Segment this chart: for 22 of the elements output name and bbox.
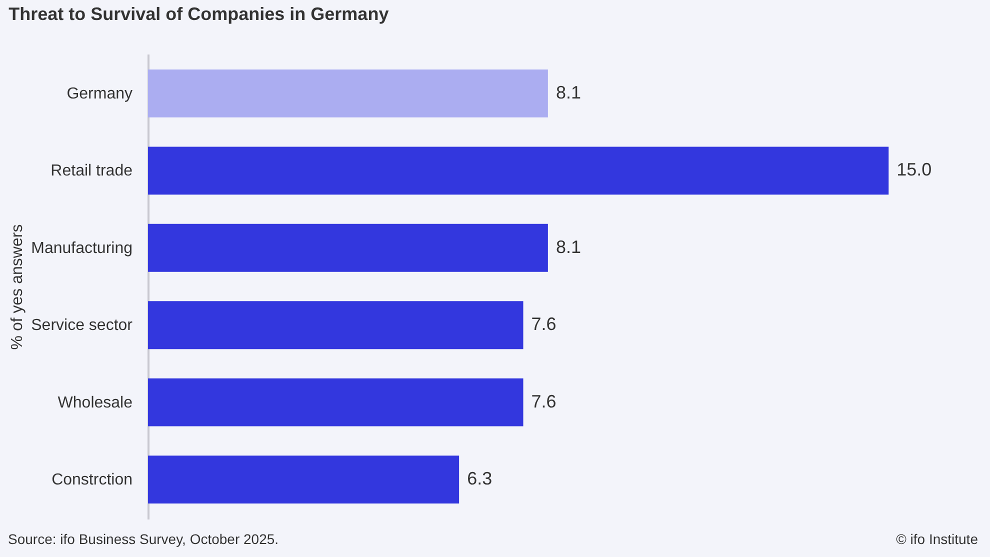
bar [148,456,460,504]
y-tick-label: Manufacturing [31,240,132,257]
data-label: 8.1 [556,236,581,257]
y-tick-label: Service sector [31,317,134,334]
bar [148,224,548,272]
bar [148,146,889,195]
bar [148,69,548,118]
y-axis-title: % of yes answers [9,224,26,350]
y-tick-label: Wholesale [58,394,133,412]
y-tick-label: Germany [66,85,132,102]
data-label: 6.3 [467,468,492,489]
bar [148,301,524,350]
data-label: 7.6 [531,391,556,412]
data-label: 7.6 [531,314,556,334]
source-note: Source: ifo Business Survey, October 2025. [8,531,279,547]
y-tick-label: Constrction [52,472,132,489]
bar [148,378,524,426]
data-label: 15.0 [896,160,932,180]
data-label: 8.1 [556,82,581,102]
y-tick-label: Retail trade [50,162,133,180]
chart-title: Threat to Survival of Companies in Germany [8,4,389,24]
text: © ifo Institute [896,531,978,547]
